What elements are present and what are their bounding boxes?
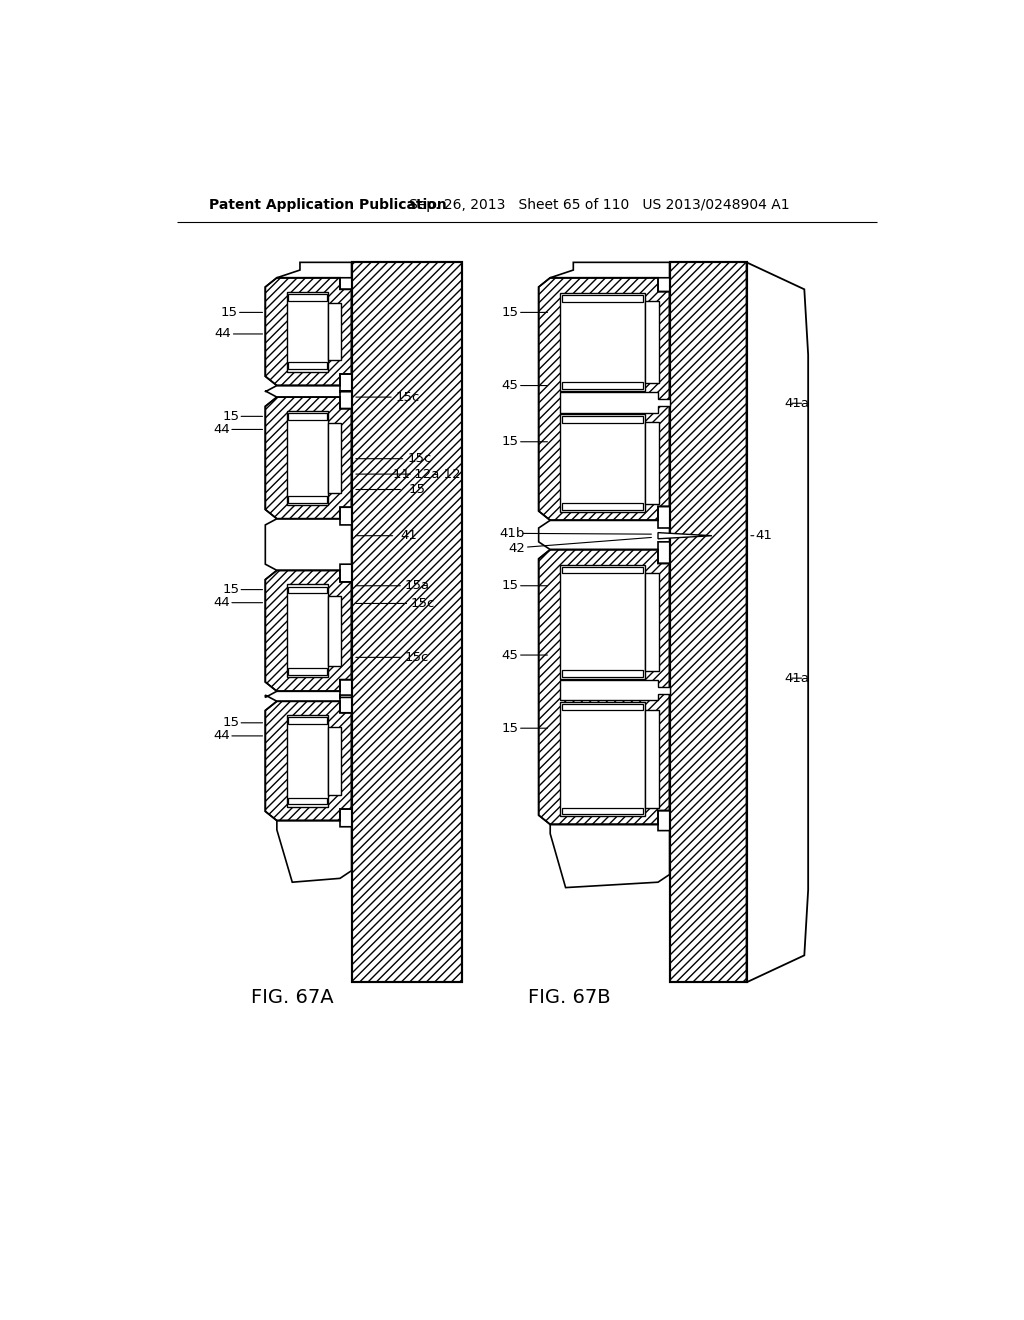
Polygon shape bbox=[265, 570, 351, 692]
Text: 44: 44 bbox=[213, 422, 229, 436]
Polygon shape bbox=[265, 277, 351, 385]
Text: 42: 42 bbox=[509, 543, 525, 556]
Text: 15: 15 bbox=[502, 436, 519, 449]
Bar bbox=[560, 565, 645, 678]
Bar bbox=[562, 568, 643, 573]
Text: 15c: 15c bbox=[404, 651, 429, 664]
Text: 15: 15 bbox=[222, 409, 240, 422]
Polygon shape bbox=[560, 392, 670, 412]
Text: 15: 15 bbox=[222, 717, 240, 730]
Text: 44: 44 bbox=[215, 327, 231, 341]
Bar bbox=[289, 413, 327, 420]
Bar bbox=[287, 411, 329, 504]
Text: 15: 15 bbox=[220, 306, 238, 319]
Text: 41: 41 bbox=[400, 529, 418, 543]
Text: 11 12a 12: 11 12a 12 bbox=[393, 467, 461, 480]
Bar bbox=[351, 263, 462, 982]
Text: 45: 45 bbox=[502, 379, 518, 392]
Polygon shape bbox=[265, 692, 351, 701]
Text: Patent Application Publication: Patent Application Publication bbox=[209, 198, 446, 211]
Bar bbox=[289, 586, 327, 594]
Text: 15: 15 bbox=[502, 579, 519, 593]
Text: FIG. 67B: FIG. 67B bbox=[528, 989, 610, 1007]
Bar bbox=[329, 726, 341, 795]
Polygon shape bbox=[550, 263, 670, 277]
Bar bbox=[670, 263, 746, 982]
Bar bbox=[560, 414, 645, 512]
Text: 41a: 41a bbox=[784, 397, 809, 409]
Bar bbox=[289, 294, 327, 301]
Text: 41a: 41a bbox=[784, 672, 809, 685]
Bar bbox=[645, 573, 658, 671]
Bar bbox=[645, 710, 658, 808]
Text: 45: 45 bbox=[502, 648, 518, 661]
Text: 15a: 15a bbox=[404, 579, 429, 593]
Bar bbox=[560, 293, 645, 391]
Text: 15c: 15c bbox=[408, 453, 431, 465]
Text: 15: 15 bbox=[222, 583, 240, 597]
Bar bbox=[645, 301, 658, 383]
Bar bbox=[287, 292, 329, 372]
Bar bbox=[560, 702, 645, 816]
Text: 15: 15 bbox=[409, 483, 426, 496]
Polygon shape bbox=[658, 533, 712, 539]
Polygon shape bbox=[265, 397, 351, 519]
Polygon shape bbox=[265, 701, 351, 821]
Bar bbox=[289, 718, 327, 725]
Polygon shape bbox=[550, 825, 670, 887]
Bar bbox=[562, 705, 643, 710]
Bar bbox=[329, 595, 341, 665]
Text: 44: 44 bbox=[213, 597, 229, 610]
Polygon shape bbox=[276, 263, 351, 277]
Bar bbox=[289, 363, 327, 370]
Bar bbox=[287, 715, 329, 807]
Polygon shape bbox=[276, 821, 351, 882]
Bar bbox=[289, 496, 327, 503]
Bar bbox=[351, 263, 462, 982]
Bar bbox=[562, 383, 643, 388]
Text: 41: 41 bbox=[756, 529, 773, 543]
Text: 44: 44 bbox=[213, 730, 229, 742]
Bar bbox=[289, 668, 327, 675]
Text: 41b: 41b bbox=[500, 527, 525, 540]
Bar bbox=[645, 422, 658, 504]
Bar bbox=[287, 585, 329, 677]
Text: 15c: 15c bbox=[395, 391, 420, 404]
Text: FIG. 67A: FIG. 67A bbox=[251, 989, 334, 1007]
Bar bbox=[562, 503, 643, 510]
Bar bbox=[289, 797, 327, 804]
Polygon shape bbox=[265, 519, 351, 570]
Text: Sep. 26, 2013   Sheet 65 of 110   US 2013/0248904 A1: Sep. 26, 2013 Sheet 65 of 110 US 2013/02… bbox=[410, 198, 790, 211]
Bar bbox=[562, 416, 643, 422]
Bar bbox=[329, 422, 341, 494]
Polygon shape bbox=[265, 385, 351, 397]
Text: 15: 15 bbox=[502, 306, 519, 319]
Text: 15: 15 bbox=[502, 722, 519, 735]
Bar bbox=[329, 304, 341, 360]
Polygon shape bbox=[539, 277, 670, 520]
Polygon shape bbox=[539, 549, 670, 825]
Bar bbox=[562, 671, 643, 677]
Bar bbox=[562, 296, 643, 302]
Polygon shape bbox=[539, 520, 670, 549]
Bar bbox=[562, 808, 643, 813]
Text: 15c: 15c bbox=[411, 597, 435, 610]
Bar bbox=[670, 263, 746, 982]
Polygon shape bbox=[560, 681, 670, 701]
